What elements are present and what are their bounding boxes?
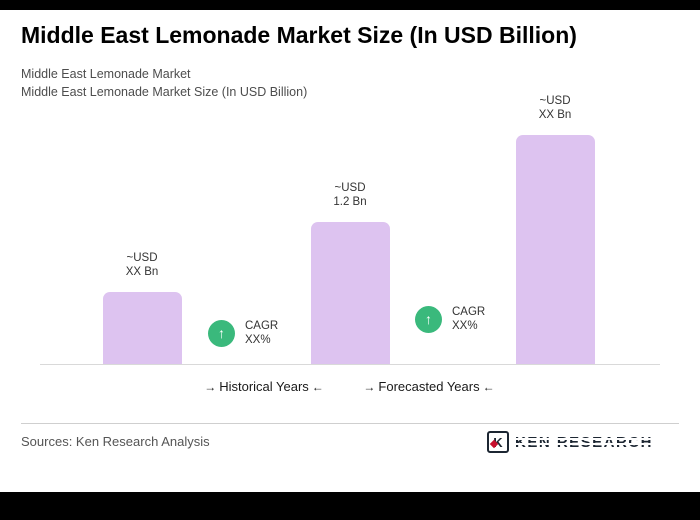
left-arrow-icon: ←: [311, 380, 324, 394]
subtitle-market-size: Middle East Lemonade Market Size (In USD…: [21, 85, 308, 99]
bar-value-line1: ~USD: [126, 252, 158, 264]
cagr-label: CAGR: [452, 306, 486, 318]
bar-value-line1: ~USD: [539, 95, 571, 107]
bar-value-line2: XX Bn: [125, 266, 159, 278]
cagr-value: XX%: [245, 334, 271, 346]
bar-value-label-historical: ~USD XX Bn: [72, 251, 212, 279]
bar-base-year: [311, 222, 390, 364]
cagr-text: CAGR XX%: [452, 305, 485, 333]
bar-value-line2: 1.2 Bn: [333, 196, 367, 208]
footer-divider: [21, 423, 679, 424]
top-accent-bar: [0, 0, 700, 10]
sources-text: Sources: Ken Research Analysis: [21, 434, 210, 449]
ken-research-logo: K KEN RESEARCH: [486, 431, 654, 453]
right-arrow-icon: →: [363, 380, 376, 394]
cagr-text: CAGR XX%: [245, 319, 278, 347]
bar-value-line1: ~USD: [334, 182, 366, 194]
up-arrow-icon: ↑: [208, 319, 235, 347]
bar-value-line2: XX Bn: [538, 109, 572, 121]
historical-years-text: Historical Years: [219, 379, 309, 394]
logo-letter: K: [493, 434, 503, 450]
bottom-accent-bar: [0, 492, 700, 520]
cagr-value: XX%: [452, 320, 478, 332]
forecasted-years-text: Forecasted Years: [378, 379, 480, 394]
bar-historical: [103, 292, 182, 364]
cagr-annotation-historical: ↑ CAGR XX%: [208, 319, 278, 347]
ken-research-logo-icon: K: [486, 431, 509, 453]
up-arrow-icon: ↑: [415, 305, 442, 333]
bar-value-label-forecast: ~USD XX Bn: [485, 94, 625, 122]
page-title: Middle East Lemonade Market Size (In USD…: [21, 22, 577, 48]
left-arrow-icon: ←: [482, 380, 495, 394]
ken-research-logo-text: KEN RESEARCH: [514, 433, 654, 451]
cagr-annotation-forecast: ↑ CAGR XX%: [415, 305, 485, 333]
bar-value-label-base-year: ~USD 1.2 Bn: [280, 181, 420, 209]
bar-chart: ~USD XX Bn ~USD 1.2 Bn ~USD XX Bn ↑ CAGR…: [40, 90, 660, 365]
cagr-label: CAGR: [245, 320, 279, 332]
historical-years-label: → Historical Years ←: [201, 379, 327, 394]
forecasted-years-label: → Forecasted Years ←: [360, 379, 497, 394]
subtitle-market: Middle East Lemonade Market: [21, 67, 191, 81]
right-arrow-icon: →: [204, 380, 217, 394]
bar-forecast: [516, 135, 595, 364]
